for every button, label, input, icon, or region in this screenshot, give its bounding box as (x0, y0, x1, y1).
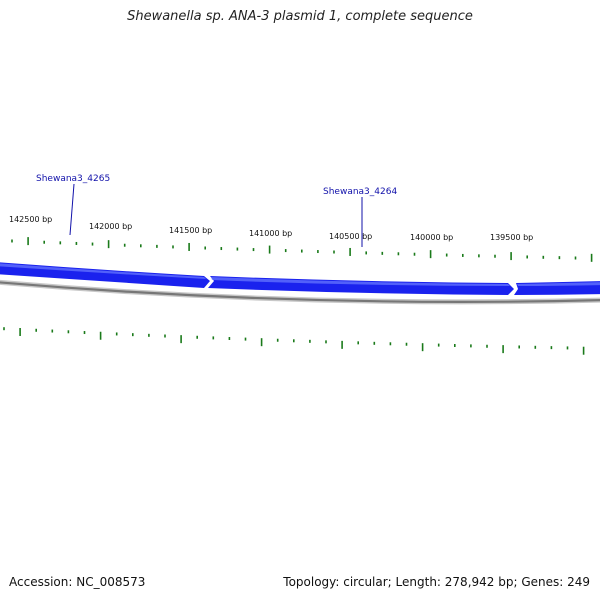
plasmid-backbone-line (0, 281, 600, 303)
map-title: Shewanella sp. ANA-3 plasmid 1, complete… (127, 9, 473, 24)
tick-label-141000: 141000 bp (249, 229, 292, 238)
tick-label-140500: 140500 bp (329, 232, 372, 241)
tick-label-139500: 139500 bp (490, 233, 533, 242)
gene-arrow-highlight-mid (211, 277, 510, 286)
gene-arrow-highlight-left (0, 263, 206, 279)
tick-label-140000: 140000 bp (410, 233, 453, 242)
topology-summary: Topology: circular; Length: 278,942 bp; … (283, 575, 590, 589)
gene-leader-shewana3-4265 (69, 183, 75, 236)
gene-label-shewana3-4265[interactable]: Shewana3_4265 (36, 174, 110, 184)
gene-arrow-highlight-right (517, 282, 600, 286)
inner-tick-marks (3, 327, 585, 355)
tick-label-142500: 142500 bp (9, 215, 52, 224)
gene-label-shewana3-4264[interactable]: Shewana3_4264 (323, 187, 397, 197)
gene-features (0, 262, 600, 295)
outer-tick-marks (11, 237, 593, 262)
tick-label-142000: 142000 bp (89, 222, 132, 231)
tick-label-141500: 141500 bp (169, 226, 212, 235)
accession-text: Accession: NC_008573 (9, 575, 146, 589)
